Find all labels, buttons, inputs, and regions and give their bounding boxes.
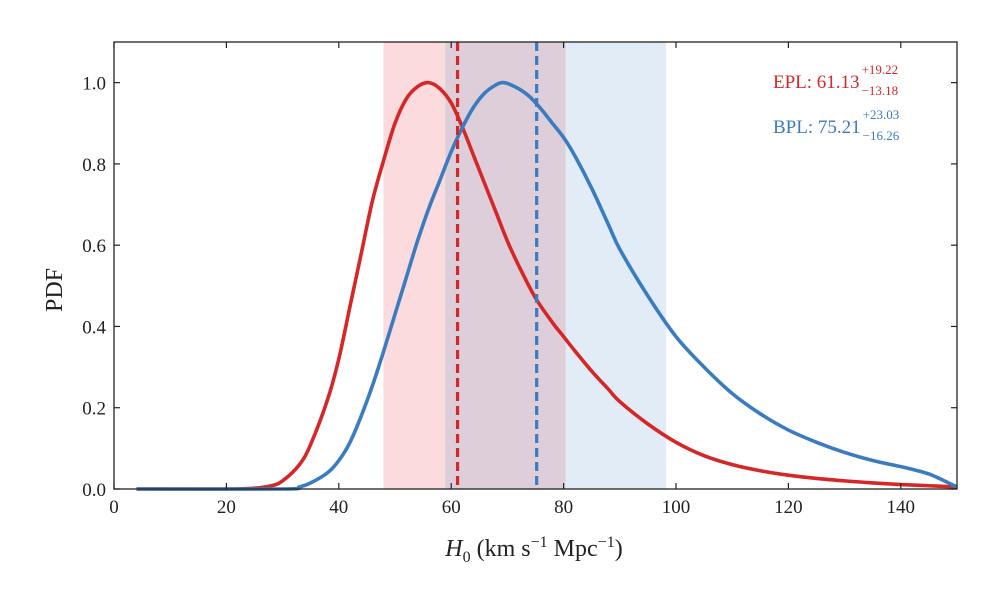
legend: EPL: 61.13+19.22 −13.18 BPL: 75.21+23.03 −1… [773,62,900,143]
x-tick-label: 80 [554,497,573,518]
legend-epl-lower: −13.18 [862,83,899,98]
x-axis-title: H0 (km s−1 Mpc−1) [444,534,622,566]
y-tick-label: 0.4 [82,317,106,338]
pdf-curves [136,80,958,491]
median-lines [455,42,539,489]
x-tick-label: 40 [329,497,348,518]
x-axis-units-mid: Mpc [548,536,598,562]
y-axis-title: PDF [42,268,68,312]
x-axis-ticks: 0 20 40 60 80 100 120 140 [109,42,915,518]
credible-interval-bands [383,42,667,489]
y-tick-label: 0.2 [82,399,106,420]
x-tick-label: 20 [217,497,236,518]
x-tick-label: 60 [442,497,461,518]
curve-bpl [136,80,958,491]
legend-bpl-lower: −16.26 [863,128,900,143]
legend-epl-upper: +19.22 [862,62,899,77]
legend-bpl-value: BPL: 75.21 [773,117,861,138]
x-tick-label: 120 [774,497,803,518]
plot-frame [113,41,958,490]
y-tick-label: 0.8 [82,155,106,176]
x-axis-units-exp2: −1 [598,534,615,551]
band-bpl [445,42,667,489]
x-tick-label: 0 [109,497,119,518]
x-axis-units-suffix: ) [615,536,623,562]
y-tick-label: 1.0 [82,74,106,95]
x-tick-label: 100 [662,497,691,518]
x-tick-label: 140 [887,497,916,518]
legend-bpl-upper: +23.03 [863,107,900,122]
y-tick-label: 0.0 [82,480,106,501]
y-tick-label: 0.6 [82,236,106,257]
y-axis-ticks: 0.0 0.2 0.4 0.6 0.8 1.0 [82,74,957,501]
x-axis-subscript: 0 [463,549,471,566]
x-axis-units-prefix: (km s [471,536,531,562]
curve-epl [136,80,958,491]
x-axis-units-exp1: −1 [531,534,548,551]
x-axis-symbol: H [444,536,464,562]
legend-epl-value: EPL: 61.13 [773,72,860,93]
